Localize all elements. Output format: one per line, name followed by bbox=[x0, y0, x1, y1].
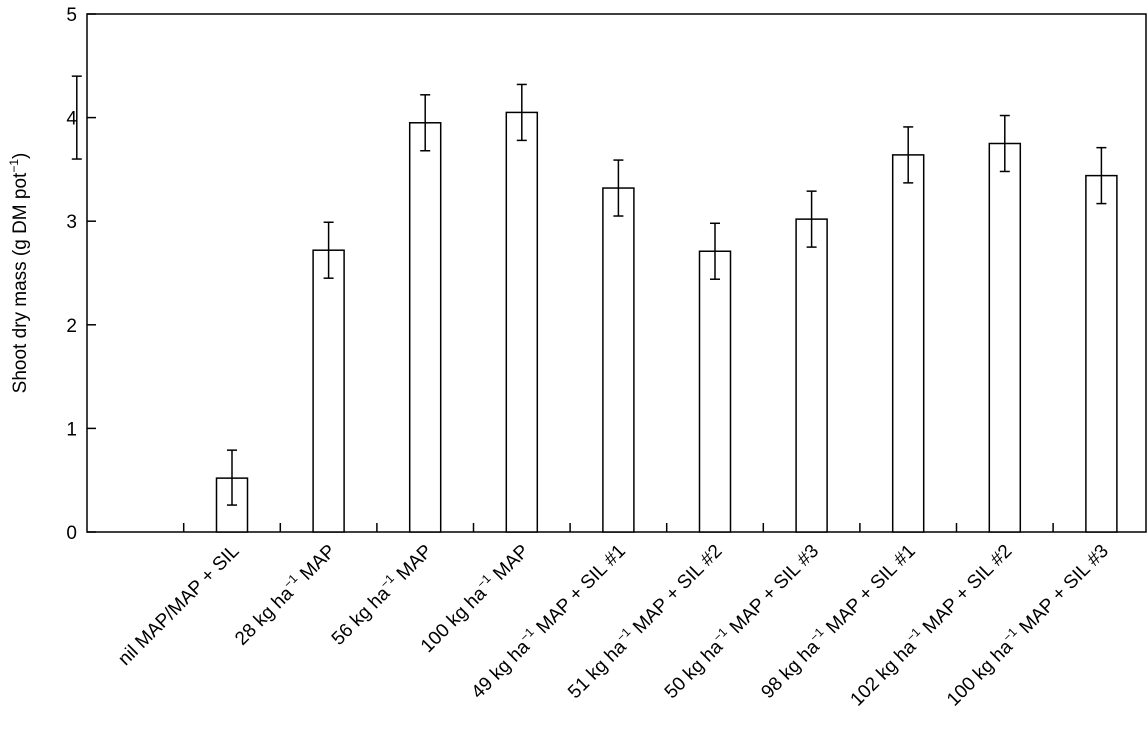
y-tick-label: 4 bbox=[66, 109, 77, 130]
error-bar bbox=[516, 83, 527, 142]
error-bar bbox=[806, 190, 817, 248]
x-tick-label-part: 100 kg ha bbox=[417, 583, 491, 657]
x-tick-label-part: nil MAP/MAP + SIL bbox=[114, 541, 243, 670]
x-tick-label-part: 28 kg ha bbox=[231, 583, 298, 650]
x-tick-label: 56 kg ha−1 MAP bbox=[326, 539, 437, 650]
y-axis-ticks: 0 1 2 3 4 5 bbox=[66, 5, 96, 544]
error-bar bbox=[999, 114, 1010, 173]
bar bbox=[505, 111, 539, 533]
y-tick-label: 1 bbox=[66, 419, 77, 440]
x-tick-label-part: 56 kg ha bbox=[328, 583, 395, 650]
error-bar bbox=[710, 222, 720, 280]
error-bar bbox=[227, 449, 237, 506]
y-tick-label: 0 bbox=[66, 523, 77, 544]
x-tick-label-part: MAP bbox=[292, 541, 340, 589]
error-bar bbox=[903, 126, 914, 184]
x-tick-label-part: 49 kg ha bbox=[468, 636, 535, 703]
x-tick-label-part: MAP + SIL #3 bbox=[1012, 541, 1113, 642]
x-tick-label: 49 kg ha−1 MAP + SIL #1 bbox=[465, 539, 629, 703]
bar bbox=[891, 154, 925, 533]
x-tick-label: 102 kg ha−1 MAP + SIL #2 bbox=[844, 539, 1016, 711]
x-tick-label-part: MAP + SIL #1 bbox=[819, 541, 920, 642]
bar bbox=[698, 250, 732, 533]
x-tick-label-part: MAP + SIL #1 bbox=[529, 541, 630, 642]
x-axis-ticks bbox=[182, 523, 1054, 532]
bar bbox=[312, 249, 345, 533]
x-tick-label-part: 102 kg ha bbox=[847, 636, 921, 710]
bars bbox=[215, 111, 1118, 533]
y-axis-label: Shoot dry mass (g DM pot−1) bbox=[7, 153, 31, 394]
error-bar bbox=[1096, 146, 1107, 205]
error-bar bbox=[420, 94, 431, 152]
x-tick-label: nil MAP/MAP + SIL bbox=[114, 541, 243, 670]
x-tick-label-part: MAP + SIL #3 bbox=[722, 541, 823, 642]
x-tick-label-part: 50 kg ha bbox=[661, 636, 728, 703]
x-tick-label: 50 kg ha−1 MAP + SIL #3 bbox=[659, 539, 823, 703]
error-bar bbox=[613, 159, 624, 217]
x-tick-label-part: MAP + SIL #2 bbox=[625, 541, 726, 642]
x-tick-label-part: 100 kg ha bbox=[943, 636, 1017, 710]
x-tick-label-part: MAP bbox=[389, 541, 437, 589]
unlabeled-error-bar bbox=[71, 75, 82, 160]
x-tick-label-part: MAP bbox=[486, 541, 534, 589]
bar bbox=[602, 187, 635, 533]
y-tick-label: 5 bbox=[66, 5, 77, 26]
bar bbox=[408, 122, 442, 533]
bar bbox=[988, 142, 1022, 533]
x-tick-label: 98 kg ha−1 MAP + SIL #1 bbox=[755, 539, 919, 703]
y-tick-label: 3 bbox=[66, 212, 77, 233]
x-tick-label: 100 kg ha−1 MAP + SIL #3 bbox=[941, 539, 1113, 711]
y-tick-label: 2 bbox=[66, 316, 77, 337]
bar bbox=[795, 218, 828, 533]
error-bar bbox=[323, 221, 334, 279]
bar bbox=[1085, 174, 1118, 533]
x-tick-label-part: 98 kg ha bbox=[757, 636, 824, 703]
x-tick-label: 51 kg ha−1 MAP + SIL #2 bbox=[562, 539, 726, 703]
error-bars bbox=[71, 75, 1107, 506]
x-tick-label-part: 51 kg ha bbox=[564, 636, 631, 703]
x-tick-label-part: MAP + SIL #2 bbox=[915, 541, 1016, 642]
x-tick-label: 28 kg ha−1 MAP bbox=[229, 539, 340, 650]
